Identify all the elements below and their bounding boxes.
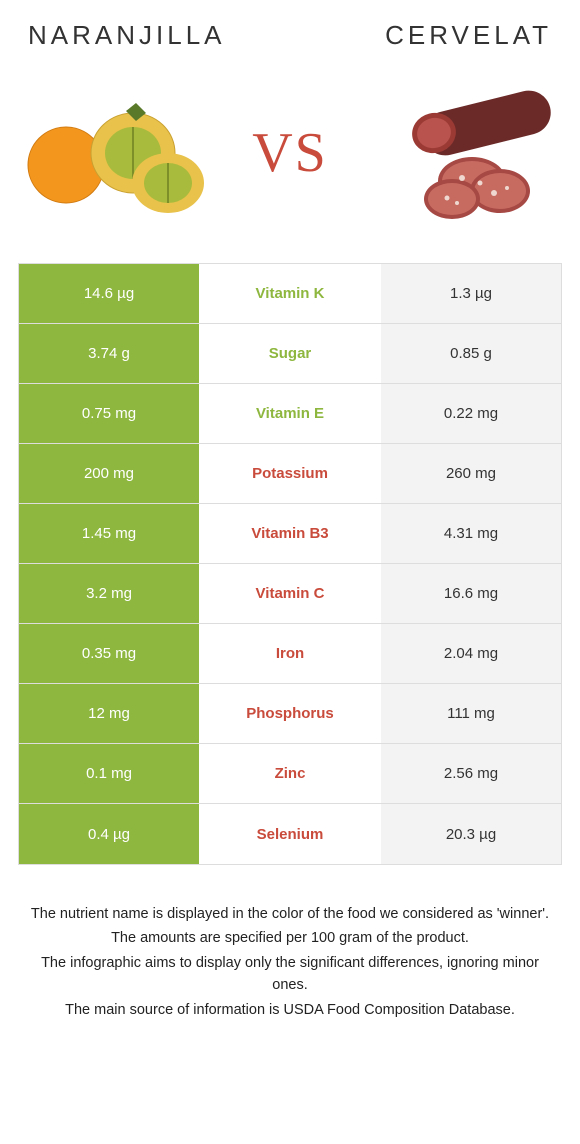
right-value: 111 mg <box>381 684 561 743</box>
nutrient-row: 0.4 µgSelenium20.3 µg <box>19 804 561 864</box>
nutrient-name: Sugar <box>199 324 381 383</box>
nutrient-name: Phosphorus <box>199 684 381 743</box>
nutrient-name: Vitamin B3 <box>199 504 381 563</box>
right-value: 0.85 g <box>381 324 561 383</box>
left-value: 12 mg <box>19 684 199 743</box>
nutrient-name: Vitamin K <box>199 264 381 323</box>
right-value: 0.22 mg <box>381 384 561 443</box>
footer-line: The infographic aims to display only the… <box>24 952 556 997</box>
footer-line: The main source of information is USDA F… <box>24 999 556 1021</box>
footer-notes: The nutrient name is displayed in the co… <box>18 903 562 1021</box>
left-value: 1.45 mg <box>19 504 199 563</box>
nutrient-name: Vitamin E <box>199 384 381 443</box>
nutrient-name: Vitamin C <box>199 564 381 623</box>
right-value: 16.6 mg <box>381 564 561 623</box>
nutrient-name: Selenium <box>199 804 381 864</box>
footer-line: The nutrient name is displayed in the co… <box>24 903 556 925</box>
right-food-title: CERVELAT <box>385 20 552 51</box>
nutrient-name: Potassium <box>199 444 381 503</box>
nutrient-row: 12 mgPhosphorus111 mg <box>19 684 561 744</box>
cervelat-image <box>362 83 562 223</box>
title-row: NARANJILLA CERVELAT <box>18 20 562 55</box>
left-value: 3.2 mg <box>19 564 199 623</box>
footer-line: The amounts are specified per 100 gram o… <box>24 927 556 949</box>
nutrient-row: 3.2 mgVitamin C16.6 mg <box>19 564 561 624</box>
left-value: 0.35 mg <box>19 624 199 683</box>
vs-label: VS <box>252 121 328 185</box>
left-value: 3.74 g <box>19 324 199 383</box>
right-value: 4.31 mg <box>381 504 561 563</box>
right-value: 2.04 mg <box>381 624 561 683</box>
nutrient-row: 0.35 mgIron2.04 mg <box>19 624 561 684</box>
right-value: 260 mg <box>381 444 561 503</box>
nutrient-name: Zinc <box>199 744 381 803</box>
left-value: 0.4 µg <box>19 804 199 864</box>
image-row: VS <box>18 73 562 233</box>
nutrient-row: 0.1 mgZinc2.56 mg <box>19 744 561 804</box>
nutrient-row: 1.45 mgVitamin B34.31 mg <box>19 504 561 564</box>
left-value: 0.1 mg <box>19 744 199 803</box>
right-value: 2.56 mg <box>381 744 561 803</box>
left-value: 200 mg <box>19 444 199 503</box>
nutrient-name: Iron <box>199 624 381 683</box>
nutrient-row: 3.74 gSugar0.85 g <box>19 324 561 384</box>
right-value: 1.3 µg <box>381 264 561 323</box>
nutrient-row: 0.75 mgVitamin E0.22 mg <box>19 384 561 444</box>
nutrient-row: 14.6 µgVitamin K1.3 µg <box>19 264 561 324</box>
left-food-title: NARANJILLA <box>28 20 226 51</box>
left-value: 14.6 µg <box>19 264 199 323</box>
right-value: 20.3 µg <box>381 804 561 864</box>
nutrient-row: 200 mgPotassium260 mg <box>19 444 561 504</box>
nutrient-table: 14.6 µgVitamin K1.3 µg3.74 gSugar0.85 g0… <box>18 263 562 865</box>
left-value: 0.75 mg <box>19 384 199 443</box>
naranjilla-image <box>18 83 218 223</box>
